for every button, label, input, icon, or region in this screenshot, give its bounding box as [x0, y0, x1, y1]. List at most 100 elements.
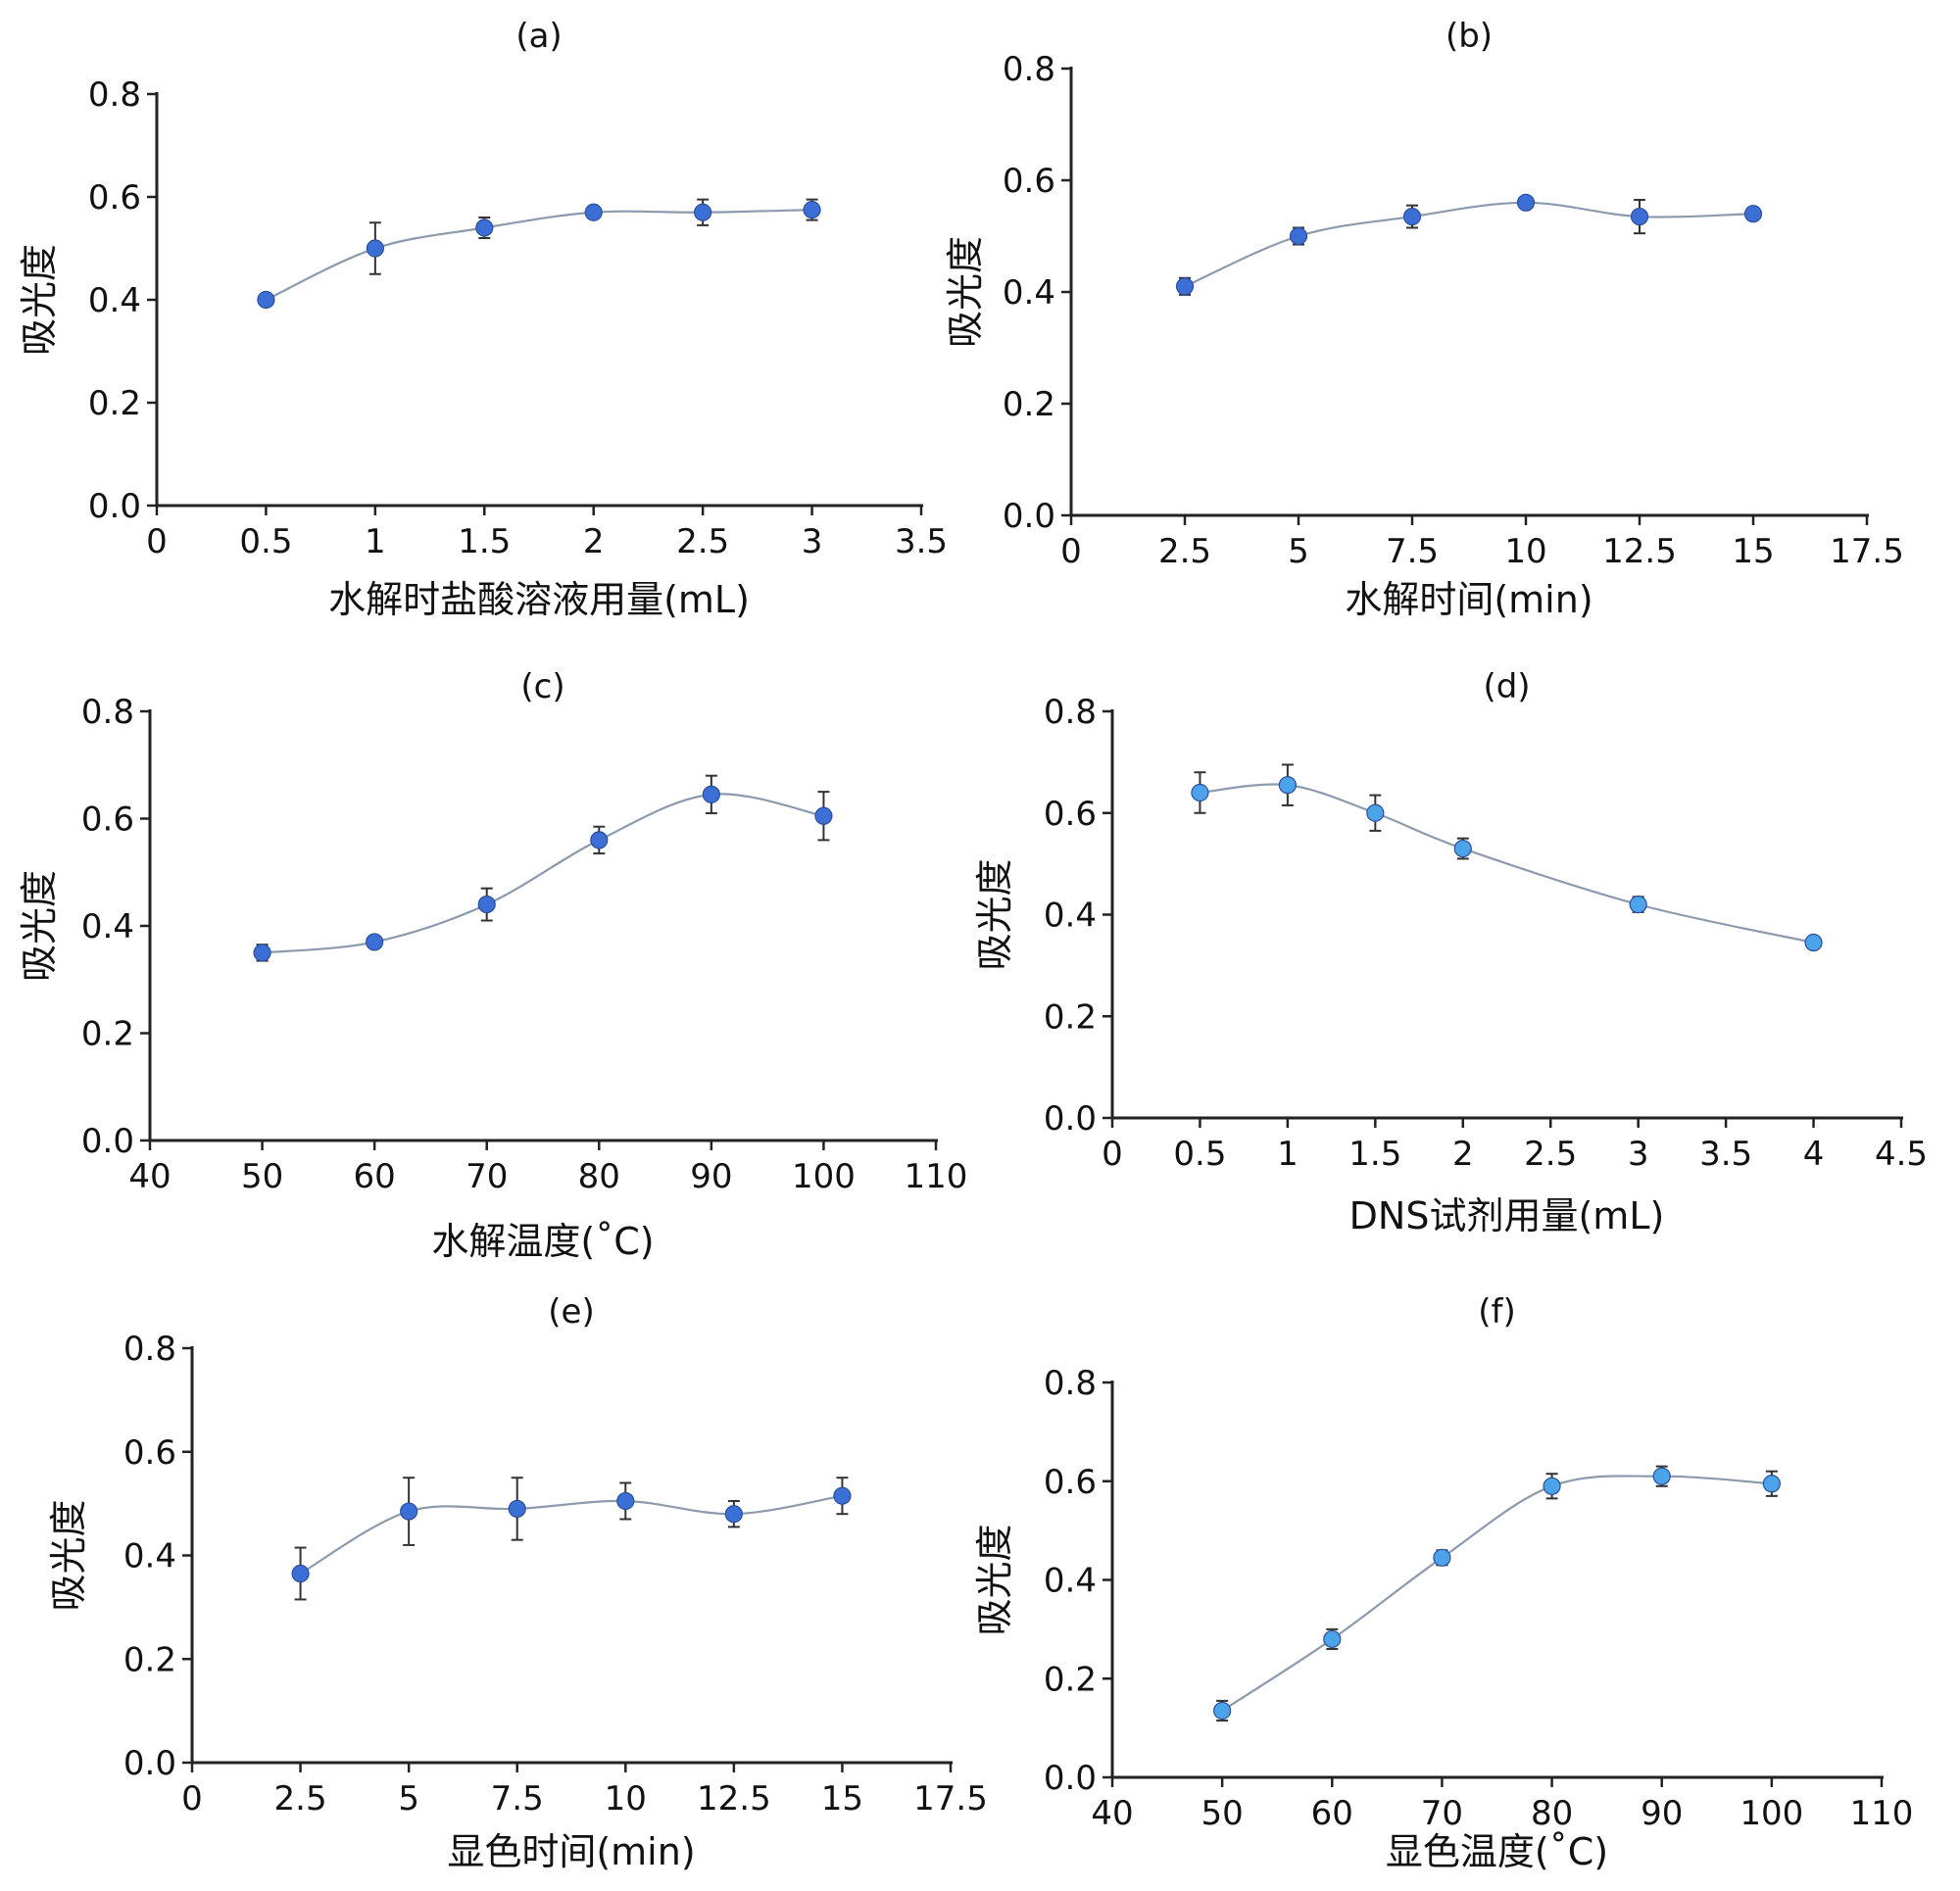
y-tick-label: 0.0	[1003, 497, 1055, 536]
x-tick-label: 5	[1288, 532, 1309, 571]
x-tick-label: 110	[1850, 1794, 1914, 1833]
data-point	[1762, 1475, 1781, 1493]
y-axis-label: 吸光度	[973, 858, 1016, 970]
x-tick-label: 1	[365, 522, 386, 561]
y-axis-label: 吸光度	[944, 236, 987, 348]
series-line	[265, 209, 812, 301]
panel-title: (e)	[548, 1292, 594, 1332]
y-tick-label: 0.6	[88, 178, 141, 218]
x-tick-label: 0.5	[239, 522, 292, 561]
x-tick-label: 2	[583, 522, 605, 561]
x-axis-label: 显色温度(˚C)	[1386, 1830, 1608, 1873]
data-point	[1743, 205, 1763, 223]
y-tick-label: 0.4	[123, 1537, 176, 1576]
x-axis-label: 水解时间(min)	[1345, 578, 1592, 621]
x-tick-label: 80	[1531, 1794, 1573, 1833]
y-tick-label: 0.8	[123, 1330, 176, 1369]
data-point	[1652, 1467, 1671, 1485]
x-tick-label: 0	[181, 1779, 203, 1818]
series-line	[1200, 783, 1814, 945]
x-tick-label: 1	[1277, 1135, 1298, 1174]
y-axis-label: 吸光度	[18, 244, 61, 356]
y-tick-label: 0.2	[88, 384, 141, 423]
x-tick-label: 110	[905, 1157, 968, 1196]
x-tick-label: 1.5	[1348, 1135, 1401, 1174]
data-point	[477, 895, 496, 914]
data-point	[257, 290, 275, 310]
data-point	[814, 806, 833, 825]
y-axis-label: 吸光度	[47, 1499, 90, 1611]
x-tick-label: 4.5	[1875, 1135, 1928, 1174]
y-axis-label: 吸光度	[18, 870, 61, 982]
y-tick-label: 0.4	[81, 907, 134, 946]
x-tick-label: 70	[1421, 1794, 1463, 1833]
chart-panel-1: 0.0 0.2 0.4 0.6 0.8 0 2.5 5 7.5 10 12.5 15 17.5 (b) 水解…	[944, 17, 1904, 621]
y-tick-label: 0.8	[1044, 693, 1097, 732]
y-tick-label: 0.6	[1044, 795, 1097, 834]
data-point	[1516, 193, 1536, 212]
x-tick-label: 2	[1452, 1135, 1474, 1174]
panel-title: (f)	[1478, 1292, 1516, 1332]
x-tick-label: 5	[398, 1779, 419, 1818]
data-point	[366, 933, 384, 951]
y-tick-label: 0.4	[1003, 273, 1055, 313]
y-tick-label: 0.4	[1044, 897, 1097, 936]
x-tick-label: 3	[1628, 1135, 1649, 1174]
x-tick-label: 2.5	[274, 1779, 327, 1818]
data-point	[1175, 277, 1195, 296]
x-tick-label: 0.5	[1173, 1135, 1226, 1174]
data-point	[584, 203, 603, 221]
series-line	[300, 1494, 843, 1575]
x-tick-label: 3.5	[1699, 1135, 1752, 1174]
y-tick-label: 0.6	[123, 1433, 176, 1473]
y-axis-label: 吸光度	[973, 1524, 1016, 1635]
y-tick-label: 0.0	[1044, 1759, 1097, 1798]
data-point	[1278, 776, 1297, 795]
data-point	[590, 831, 609, 849]
data-point	[475, 218, 494, 237]
y-tick-label: 0.0	[123, 1744, 176, 1783]
data-point	[1213, 1701, 1232, 1721]
series-line	[1184, 201, 1754, 288]
chart-panel-3: 0.0 0.2 0.4 0.6 0.8 0 0.5 1 1.5 2 2.5 3 3.5 4 4.5 (d) DN…	[973, 667, 1928, 1237]
y-tick-label: 0.0	[81, 1122, 134, 1161]
panel-title: (c)	[520, 667, 564, 706]
y-tick-label: 0.6	[1003, 162, 1055, 201]
x-tick-label: 100	[792, 1157, 856, 1196]
data-point	[803, 201, 821, 219]
data-point	[1629, 896, 1647, 914]
y-tick-label: 0.4	[88, 281, 141, 320]
x-tick-label: 2.5	[1158, 532, 1211, 571]
y-tick-label: 0.8	[1044, 1364, 1097, 1403]
data-point	[366, 239, 384, 258]
x-axis-label: DNS试剂用量(mL)	[1349, 1194, 1665, 1237]
data-point	[1402, 207, 1422, 226]
panel-title: (d)	[1483, 667, 1530, 706]
x-tick-label: 1.5	[458, 522, 511, 561]
x-tick-label: 3	[802, 522, 823, 561]
data-point	[702, 785, 720, 803]
series-line	[1221, 1475, 1772, 1712]
chart-panel-4: 0.0 0.2 0.4 0.6 0.8 0 2.5 5 7.5 10 12.5 15 17.5 (e) 显色…	[47, 1292, 988, 1873]
y-tick-label: 0.0	[88, 487, 141, 526]
data-point	[1630, 207, 1649, 226]
x-tick-label: 40	[1091, 1794, 1133, 1833]
x-tick-label: 0	[1060, 532, 1082, 571]
x-tick-label: 70	[466, 1157, 508, 1196]
data-point	[1804, 933, 1823, 952]
data-point	[1543, 1477, 1561, 1495]
x-tick-label: 4	[1803, 1135, 1825, 1174]
x-axis-label: 水解温度(˚C)	[431, 1220, 654, 1263]
x-tick-label: 60	[1311, 1794, 1353, 1833]
data-point	[508, 1499, 526, 1519]
x-tick-label: 2.5	[676, 522, 729, 561]
data-point	[1433, 1548, 1451, 1567]
chart-panel-2: 0.0 0.2 0.4 0.6 0.8 40 50 60 70 80 90 100 110 (c) 水解温度…	[18, 667, 967, 1263]
x-tick-label: 90	[690, 1157, 732, 1196]
x-tick-label: 80	[578, 1157, 620, 1196]
data-point	[694, 203, 712, 221]
x-tick-label: 50	[241, 1157, 283, 1196]
x-tick-label: 7.5	[1386, 532, 1439, 571]
